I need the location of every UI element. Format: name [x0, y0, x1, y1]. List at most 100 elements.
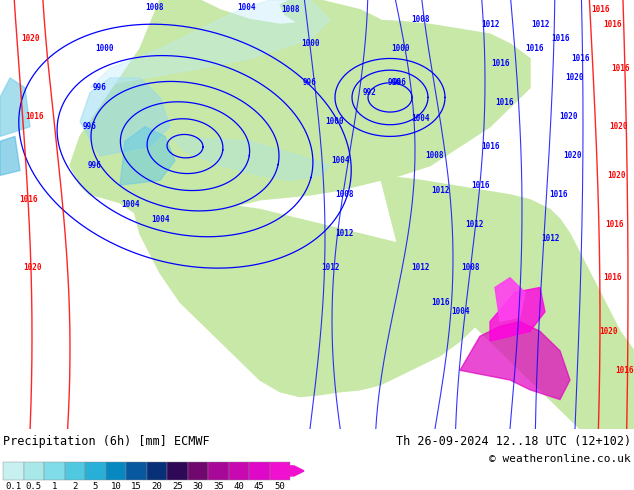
Polygon shape: [120, 127, 175, 185]
Text: 40: 40: [233, 482, 244, 490]
Text: 996: 996: [88, 161, 102, 170]
Text: 1020: 1020: [598, 327, 618, 336]
Bar: [105, 462, 126, 480]
Polygon shape: [170, 136, 330, 180]
Text: 1004: 1004: [451, 307, 469, 317]
Polygon shape: [70, 0, 530, 229]
Text: 1004: 1004: [411, 114, 429, 123]
Text: © weatheronline.co.uk: © weatheronline.co.uk: [489, 454, 631, 464]
Polygon shape: [0, 136, 20, 175]
Text: 1016: 1016: [26, 112, 44, 122]
Text: 1012: 1012: [541, 234, 559, 243]
Polygon shape: [460, 321, 570, 399]
Text: Th 26-09-2024 12..18 UTC (12+102): Th 26-09-2024 12..18 UTC (12+102): [396, 435, 631, 448]
Text: 1016: 1016: [481, 142, 499, 150]
Text: 1016: 1016: [471, 181, 489, 190]
Text: 1020: 1020: [563, 151, 581, 160]
Bar: [228, 462, 249, 480]
Bar: [188, 462, 208, 480]
Text: 1016: 1016: [430, 297, 450, 307]
Text: 1012: 1012: [466, 220, 484, 229]
Text: 1008: 1008: [281, 5, 299, 14]
Polygon shape: [495, 278, 525, 321]
Text: Precipitation (6h) [mm] ECMWF: Precipitation (6h) [mm] ECMWF: [3, 435, 210, 448]
Bar: [146, 462, 167, 480]
Text: 45: 45: [254, 482, 264, 490]
Text: 1004: 1004: [120, 200, 139, 209]
Text: 50: 50: [275, 482, 285, 490]
Text: 1016: 1016: [603, 273, 621, 282]
Text: 1016: 1016: [496, 98, 514, 107]
Bar: [3, 462, 23, 480]
Text: 1016: 1016: [19, 195, 37, 204]
Bar: [269, 462, 290, 480]
Text: 1016: 1016: [551, 34, 569, 44]
Text: 1012: 1012: [531, 20, 549, 29]
Text: 1004: 1004: [238, 3, 256, 12]
Polygon shape: [280, 0, 390, 68]
Polygon shape: [130, 195, 490, 396]
Polygon shape: [490, 288, 545, 341]
Text: 0.1: 0.1: [5, 482, 22, 490]
Bar: [44, 462, 65, 480]
Text: 1012: 1012: [336, 229, 354, 238]
Text: 1008: 1008: [426, 151, 444, 160]
Text: 1000: 1000: [391, 44, 410, 53]
Text: 1000: 1000: [96, 44, 114, 53]
Text: 996: 996: [303, 78, 317, 87]
Text: 1016: 1016: [611, 64, 630, 73]
Text: 2: 2: [72, 482, 77, 490]
Text: 1016: 1016: [616, 366, 634, 375]
Text: 5: 5: [93, 482, 98, 490]
Text: 1: 1: [51, 482, 57, 490]
Polygon shape: [380, 175, 634, 429]
Text: 996: 996: [393, 78, 407, 87]
Text: 1004: 1004: [331, 156, 349, 165]
Text: 996: 996: [388, 78, 402, 87]
Bar: [167, 462, 188, 480]
Text: 35: 35: [213, 482, 224, 490]
Text: 1000: 1000: [326, 117, 344, 126]
Text: 1008: 1008: [411, 15, 429, 24]
Text: 1012: 1012: [481, 20, 499, 29]
Text: 996: 996: [83, 122, 97, 131]
Polygon shape: [80, 78, 170, 156]
Text: 1004: 1004: [151, 215, 169, 224]
Text: 1020: 1020: [559, 112, 577, 122]
Text: 10: 10: [110, 482, 121, 490]
Text: 1016: 1016: [605, 220, 623, 229]
Bar: [208, 462, 228, 480]
Text: 1020: 1020: [23, 264, 41, 272]
Text: 1016: 1016: [491, 59, 509, 68]
Text: 15: 15: [131, 482, 141, 490]
Text: 1020: 1020: [607, 171, 625, 180]
Bar: [126, 462, 146, 480]
Polygon shape: [150, 66, 185, 83]
Text: 1000: 1000: [301, 39, 320, 49]
Bar: [23, 462, 44, 480]
Text: 25: 25: [172, 482, 183, 490]
Text: 992: 992: [363, 88, 377, 97]
Text: 30: 30: [192, 482, 203, 490]
Bar: [65, 462, 85, 480]
Text: 996: 996: [93, 83, 107, 92]
Text: 1008: 1008: [461, 264, 479, 272]
Text: 1012: 1012: [411, 264, 429, 272]
Text: 1020: 1020: [609, 122, 627, 131]
Text: 1012: 1012: [321, 264, 339, 272]
Text: 1016: 1016: [549, 191, 567, 199]
Text: 1012: 1012: [430, 186, 450, 195]
Text: 0.5: 0.5: [26, 482, 42, 490]
FancyArrow shape: [290, 466, 304, 476]
Polygon shape: [90, 0, 330, 88]
Text: 1016: 1016: [603, 20, 621, 29]
Text: 1008: 1008: [336, 191, 354, 199]
Text: 1016: 1016: [571, 54, 589, 63]
Text: 1008: 1008: [146, 3, 164, 12]
Text: 1020: 1020: [566, 74, 585, 82]
Polygon shape: [0, 78, 30, 136]
Bar: [85, 462, 105, 480]
Bar: [249, 462, 269, 480]
Text: 1020: 1020: [21, 34, 39, 44]
Text: 1016: 1016: [525, 44, 543, 53]
